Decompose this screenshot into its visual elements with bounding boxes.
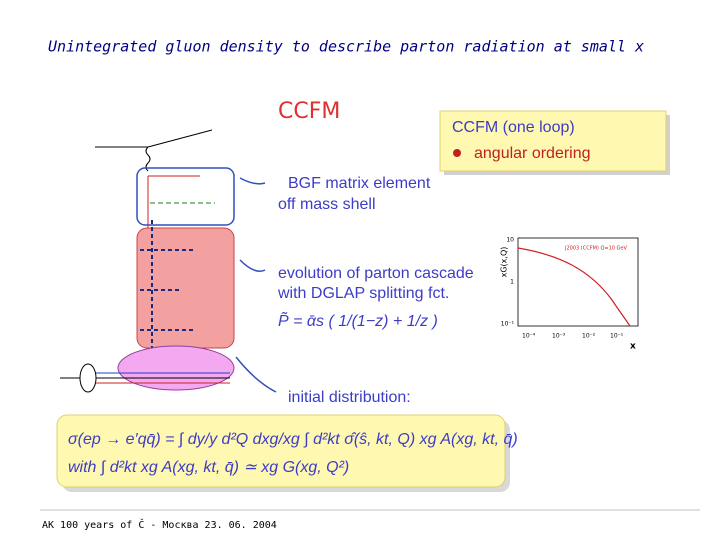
label: off mass shell [278, 196, 376, 213]
inset-plot: xG(x,Q) x J2003 (CCFM) Q=10 GeV 10⁻⁴ 10⁻… [500, 237, 639, 352]
inset-y-tick: 10 [506, 237, 514, 244]
label: with DGLAP splitting fct. [277, 285, 449, 302]
inset-legend: J2003 (CCFM) Q=10 GeV [564, 246, 627, 252]
inset-y-tick: 1 [510, 279, 514, 286]
label: initial distribution: [288, 389, 411, 406]
inset-x-tick: 10⁻¹ [610, 333, 624, 340]
info-box [439, 110, 667, 172]
feynman-diagram [60, 129, 277, 393]
bullet [453, 149, 461, 157]
box-item: angular ordering [474, 145, 591, 162]
inset-x-tick: 10⁻⁴ [522, 333, 536, 340]
formula-box [56, 414, 506, 488]
footer: AK 100 years of Č - Москва 23. 06. 2004 [42, 518, 277, 531]
heading: CCFM [278, 99, 340, 124]
slide-title: Unintegrated gluon density to describe p… [48, 38, 644, 56]
formula: with ∫ d²kt xg A(xg, kt, q̄) ≃ xg G(xg, … [68, 459, 349, 476]
formula-splitting: P̃ = ᾱs ( 1/(1−z) + 1/z ) [278, 310, 438, 330]
inset-y-tick: 10⁻¹ [501, 321, 515, 328]
inset-x-tick: 10⁻² [582, 333, 596, 340]
box-title: CCFM (one loop) [452, 119, 575, 136]
inset-ylabel: xG(x,Q) [500, 247, 509, 278]
label: BGF matrix element [288, 175, 431, 192]
formula: σ(ep → e′qq̄) = ∫ dy/y d²Q dxg/xg ∫ d²kt… [68, 431, 518, 448]
label: evolution of parton cascade [278, 265, 474, 282]
inset-xlabel: x [630, 342, 636, 352]
inset-x-tick: 10⁻³ [552, 333, 566, 340]
